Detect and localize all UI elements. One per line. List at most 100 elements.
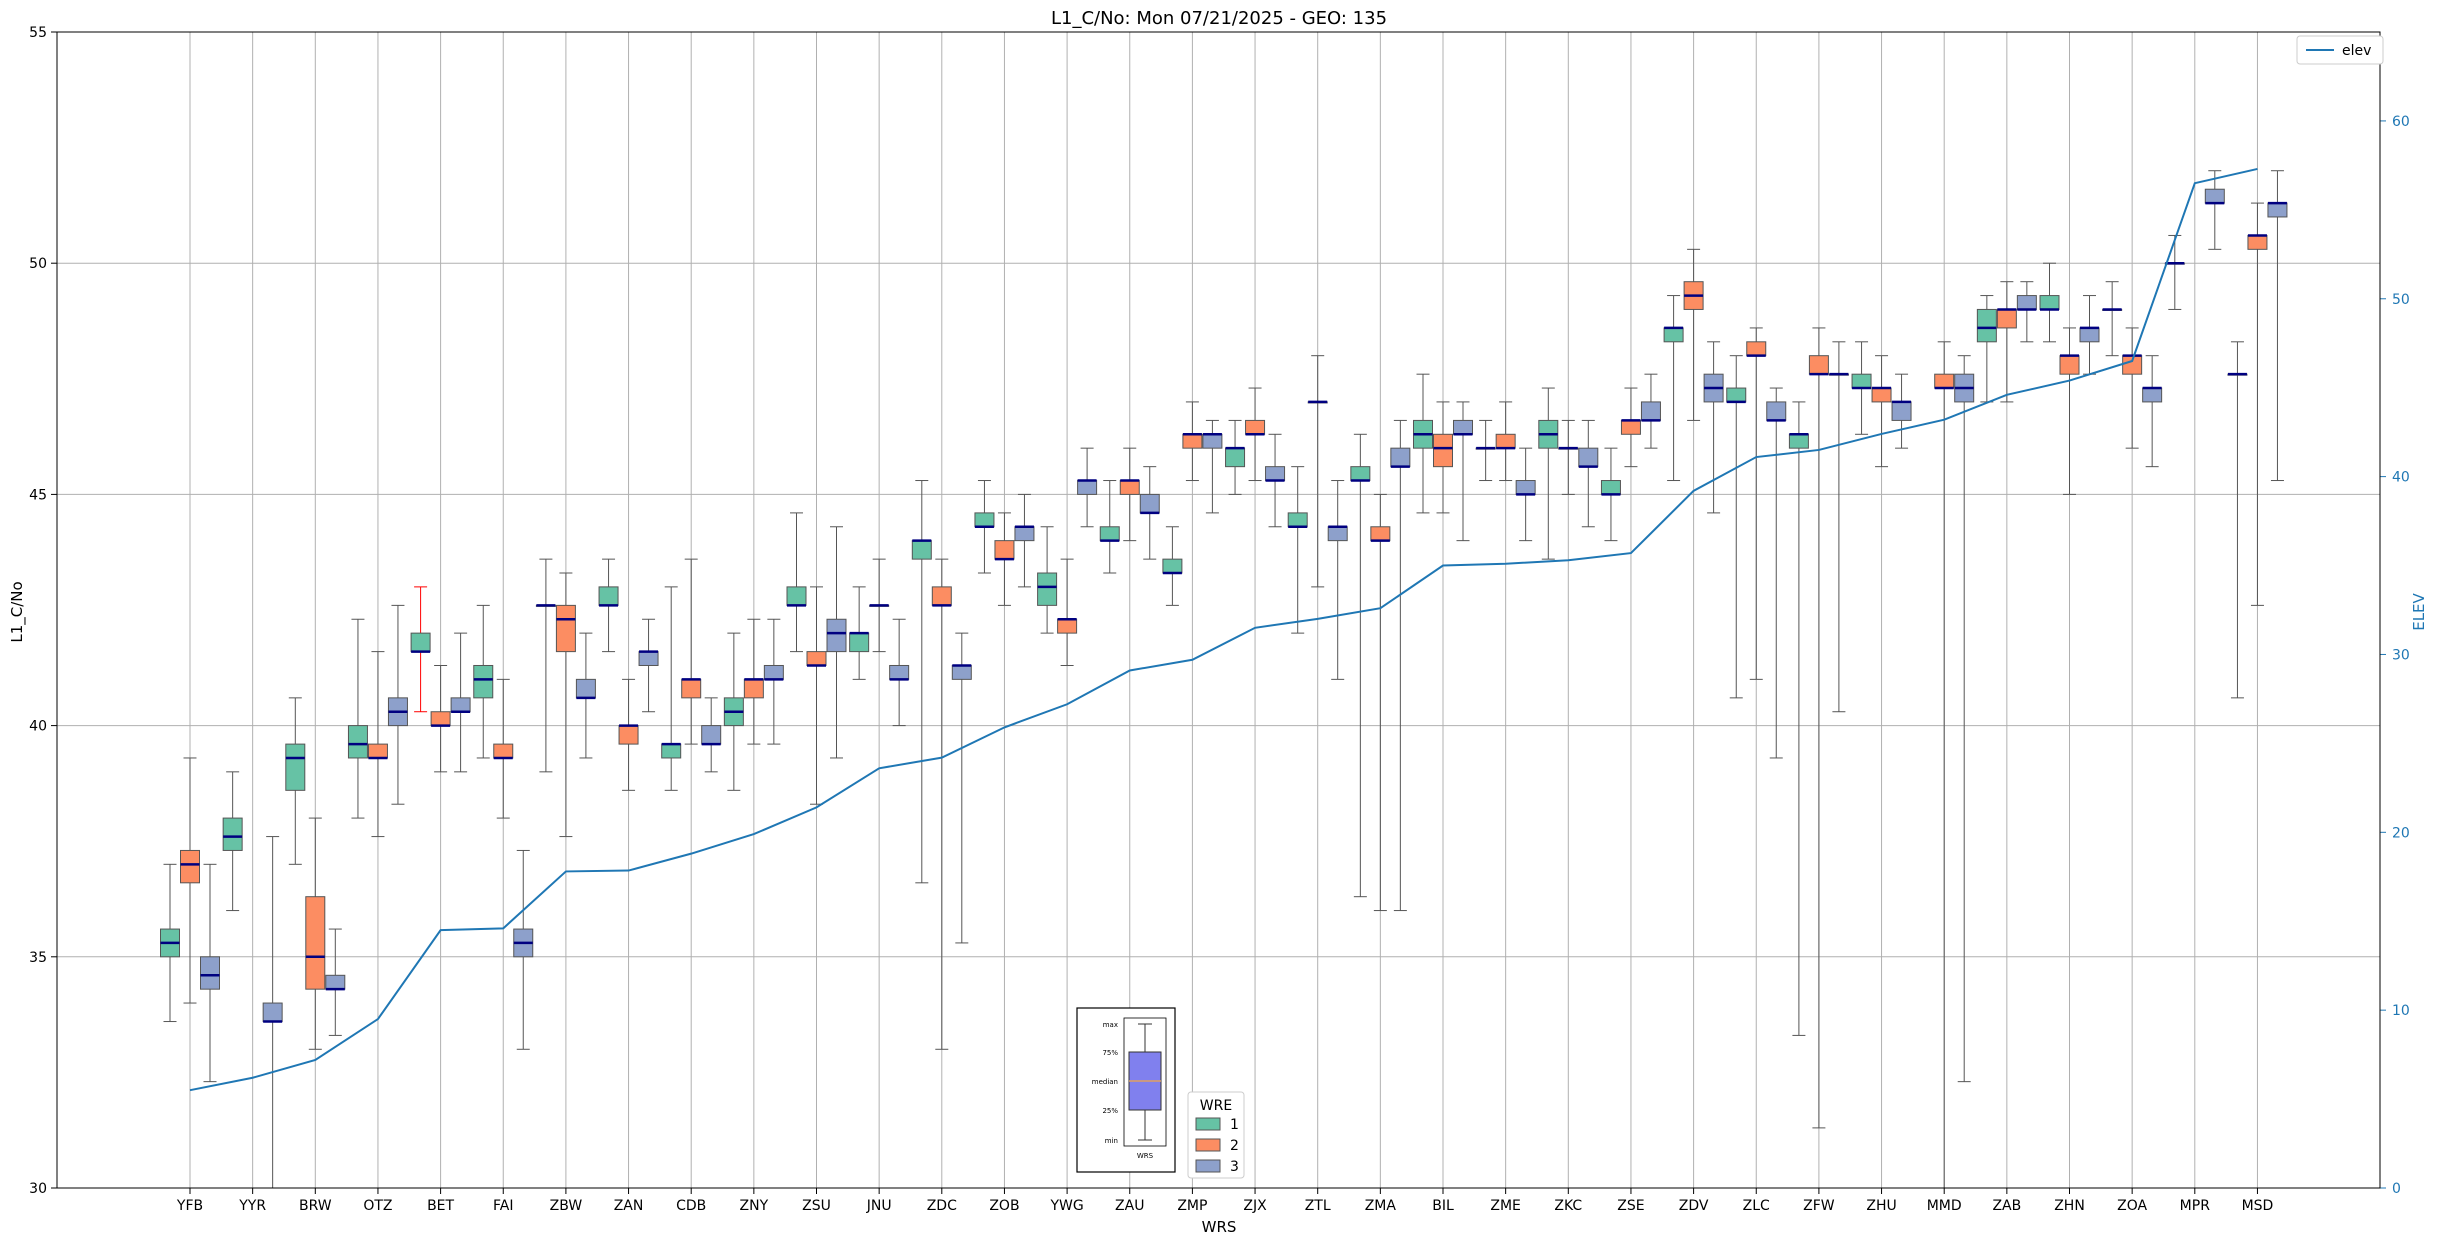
wre-legend-title: WRE [1200, 1098, 1232, 1114]
y2-tick-label-30: 30 [2392, 647, 2410, 663]
x-tick-label-YWG: YWG [1049, 1198, 1083, 1214]
iqr-box-ZDV-1 [1663, 327, 1684, 343]
iqr-box-ZHN-1 [2039, 295, 2060, 310]
wre-legend-swatch-2 [1195, 1138, 1221, 1152]
iqr-box-MSD-3 [2267, 202, 2288, 218]
box-YYR-wre1 [222, 771, 243, 912]
wre-legend-label-2: 2 [1230, 1138, 1239, 1154]
box-ZJX-wre1 [1225, 419, 1246, 495]
y2-tick-label-40: 40 [2392, 470, 2410, 486]
box-ZBW-wre3 [575, 632, 596, 759]
box-ZBW-wre2 [555, 572, 576, 838]
box-MMD-wre2 [1934, 341, 1955, 1189]
iqr-box-ZAB-3 [2016, 295, 2037, 310]
iqr-box-OTZ-2 [367, 743, 388, 759]
y-tick-label-40: 40 [29, 719, 47, 735]
key-label-min: min [1105, 1137, 1118, 1145]
y-tick-label-55: 55 [29, 25, 47, 41]
iqr-box-ZOB-2 [994, 540, 1015, 560]
iqr-box-CDB-1 [661, 743, 682, 759]
key-label-75: 75% [1102, 1049, 1118, 1057]
plot-frame [56, 31, 2381, 1189]
box-BRW-wre3 [325, 928, 346, 1036]
iqr-box-FAI-1 [473, 664, 494, 699]
iqr-box-BRW-1 [285, 743, 306, 791]
box-ZDC-wre2 [931, 558, 952, 1050]
box-ZAN-wre1 [598, 558, 619, 653]
elev-line [189, 167, 2258, 1092]
iqr-box-CDB-3 [701, 725, 722, 745]
iqr-box-ZLC-3 [1766, 401, 1787, 421]
iqr-box-BIL-2 [1433, 433, 1453, 468]
y2-tick-label-0: 0 [2392, 1181, 2401, 1197]
iqr-box-ZTL-3 [1327, 526, 1348, 542]
box-ZHN-wre3 [2079, 295, 2100, 375]
box-ZME-wre1 [1475, 419, 1496, 482]
box-JNU-wre3 [889, 618, 910, 727]
box-ZME-wre2 [1495, 401, 1516, 482]
iqr-box-ZAU-1 [1099, 526, 1120, 542]
y2-tick-label-60: 60 [2392, 114, 2410, 130]
x-tick-label-ZDC: ZDC [927, 1198, 957, 1214]
iqr-box-OTZ-1 [347, 725, 368, 759]
iqr-box-ZFW-1 [1788, 433, 1809, 449]
x-tick-label-BRW: BRW [299, 1198, 332, 1214]
box-OTZ-wre1 [347, 618, 368, 819]
y2-tick-label-20: 20 [2392, 825, 2410, 841]
iqr-box-ZSU-1 [786, 586, 807, 606]
iqr-box-ZDC-2 [931, 586, 952, 606]
box-ZME-wre3 [1515, 447, 1536, 542]
box-ZTL-wre3 [1327, 480, 1348, 680]
box-ZHN-wre2 [2059, 327, 2080, 495]
iqr-box-ZLC-1 [1726, 387, 1747, 403]
box-FAI-wre1 [473, 604, 494, 759]
elev-legend-frame [2296, 35, 2384, 65]
key-label-max: max [1103, 1021, 1118, 1029]
y-tick-label-30: 30 [29, 1181, 47, 1197]
box-ZAN-wre2 [618, 678, 639, 791]
iqr-box-ZHU-2 [1871, 387, 1892, 403]
wre-legend-label-3: 3 [1230, 1159, 1239, 1175]
box-YFB-wre2 [180, 757, 200, 1004]
iqr-box-YWG-2 [1057, 618, 1078, 634]
y-tick-label-35: 35 [29, 950, 47, 966]
x-tick-label-ZMA: ZMA [1365, 1198, 1397, 1214]
y-tick-label-50: 50 [29, 256, 47, 272]
box-BIL-wre3 [1453, 401, 1473, 542]
box-ZMP-wre3 [1202, 419, 1223, 514]
gridlines [57, 31, 2380, 1189]
wre-legend-frame [1187, 1091, 1245, 1179]
x-tick-label-YYR: YYR [238, 1198, 266, 1214]
x-tick-label-ZHN: ZHN [2054, 1198, 2085, 1214]
iqr-box-ZFW-2 [1808, 355, 1829, 375]
x-tick-label-ZDV: ZDV [1679, 1198, 1709, 1214]
iqr-box-JNU-1 [849, 632, 870, 653]
box-ZDC-wre3 [951, 632, 972, 944]
box-JNU-wre2 [869, 558, 890, 653]
box-ZMP-wre1 [1162, 526, 1183, 606]
elev-legend: elev [2296, 35, 2384, 65]
iqr-box-ZJX-2 [1245, 419, 1266, 435]
x-tick-label-ZJX: ZJX [1243, 1198, 1267, 1214]
iqr-box-ZSU-3 [826, 618, 847, 653]
iqr-box-CDB-2 [681, 678, 702, 699]
x-tick-label-ZHU: ZHU [1866, 1198, 1896, 1214]
box-ZHN-wre1 [2039, 262, 2060, 343]
iqr-box-ZMP-1 [1162, 558, 1183, 574]
key-label-median: median [1092, 1078, 1118, 1086]
wre-legend: WRE 1 2 3 [1187, 1091, 1245, 1179]
box-ZFW-wre3 [1828, 341, 1849, 713]
box-ZAU-wre2 [1119, 447, 1140, 542]
box-YFB-wre3 [200, 863, 220, 1083]
boxplot-key-inset: max 75% median 25% min WRS [1076, 1007, 1176, 1173]
iqr-box-ZSE-3 [1640, 401, 1661, 421]
iqr-box-JNU-3 [889, 664, 910, 680]
box-JNU-wre1 [849, 586, 870, 680]
x-tick-label-BIL: BIL [1432, 1198, 1454, 1214]
iqr-box-ZAN-2 [618, 725, 639, 745]
key-label-25: 25% [1102, 1107, 1118, 1115]
iqr-box-ZNY-3 [763, 664, 784, 680]
x-tick-label-ZAU: ZAU [1115, 1198, 1144, 1214]
box-ZNY-wre1 [723, 632, 744, 791]
iqr-box-ZOB-1 [974, 512, 995, 528]
